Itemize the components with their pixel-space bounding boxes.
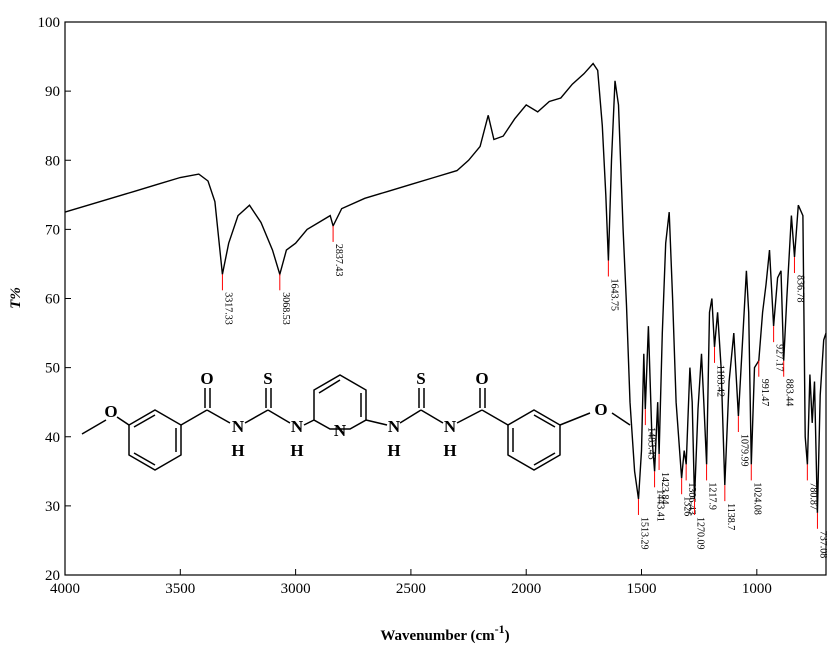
peak-label: 1643.75 bbox=[608, 278, 619, 311]
x-tick-label: 1500 bbox=[627, 581, 657, 597]
y-tick-label: 60 bbox=[45, 292, 60, 308]
peak-label: 1443.41 bbox=[655, 489, 666, 522]
peak-label: 780.87 bbox=[807, 482, 818, 510]
peak-label: 1079.99 bbox=[738, 434, 749, 467]
ring bbox=[507, 409, 561, 471]
atom: H bbox=[443, 441, 456, 460]
y-tick-label: 50 bbox=[45, 361, 60, 377]
peak-label: 3068.53 bbox=[280, 292, 291, 325]
peak-label: 1217.9 bbox=[707, 482, 718, 510]
x-tick-label: 2500 bbox=[396, 581, 426, 597]
x-tick-label: 1000 bbox=[742, 581, 772, 597]
y-tick-label: 30 bbox=[45, 499, 60, 515]
spectrum-line bbox=[64, 62, 827, 513]
peak-label: 1326 bbox=[682, 496, 693, 516]
y-tick-label: 40 bbox=[45, 430, 60, 446]
peak-label: 1483.43 bbox=[645, 427, 656, 460]
atom: O bbox=[594, 400, 607, 419]
atom: N bbox=[388, 417, 401, 436]
atom: S bbox=[416, 369, 425, 388]
pyridine bbox=[313, 374, 367, 430]
peak-label: 1270.09 bbox=[695, 517, 706, 550]
ring bbox=[128, 409, 182, 471]
atom: O bbox=[104, 402, 117, 421]
x-tick-label: 2000 bbox=[511, 581, 541, 597]
peak-label: 1513.29 bbox=[638, 517, 649, 550]
peak-label: 2837.43 bbox=[333, 244, 344, 276]
y-tick-label: 90 bbox=[45, 84, 60, 100]
peak-label: 1138.7 bbox=[725, 503, 736, 530]
peak-label: 836.78 bbox=[794, 275, 805, 303]
atom: S bbox=[263, 369, 272, 388]
atom: O bbox=[475, 369, 488, 388]
x-axis-label: Wavenumber (cm-1) bbox=[380, 622, 509, 644]
peak-label: 991.47 bbox=[759, 379, 770, 407]
atom: N bbox=[444, 417, 457, 436]
y-axis-label: T% bbox=[8, 287, 24, 309]
atom: O bbox=[200, 369, 213, 388]
y-tick-label: 20 bbox=[45, 568, 60, 584]
peak-label: 927.17 bbox=[774, 344, 785, 372]
peak-label: 1183.42 bbox=[715, 365, 726, 397]
peak-label: 883.44 bbox=[784, 379, 795, 407]
molecule bbox=[81, 374, 631, 471]
peak-label: 737.08 bbox=[817, 531, 827, 559]
x-label-part: ) bbox=[505, 628, 510, 644]
peak-label: 1423.84 bbox=[659, 472, 670, 505]
atom: H bbox=[387, 441, 400, 460]
y-tick-label: 100 bbox=[38, 15, 61, 31]
y-tick-label: 80 bbox=[45, 153, 60, 169]
atom: N bbox=[291, 417, 304, 436]
peak-label: 3317.33 bbox=[222, 292, 233, 325]
atom: H bbox=[290, 441, 303, 460]
y-tick-label: 70 bbox=[45, 222, 60, 238]
peak-label: 1024.08 bbox=[751, 482, 762, 515]
peak-label: 1306.43 bbox=[686, 482, 697, 515]
atom: N bbox=[334, 421, 347, 440]
x-tick-label: 3000 bbox=[281, 581, 311, 597]
x-label-part: Wavenumber (cm bbox=[380, 628, 495, 644]
atom: H bbox=[231, 441, 244, 460]
atom: N bbox=[232, 417, 245, 436]
x-label-sup: -1 bbox=[495, 622, 505, 636]
x-tick-label: 4000 bbox=[50, 581, 80, 597]
atoms: O O N H S N H N N H S N H O O bbox=[104, 369, 607, 460]
x-tick-label: 3500 bbox=[165, 581, 195, 597]
